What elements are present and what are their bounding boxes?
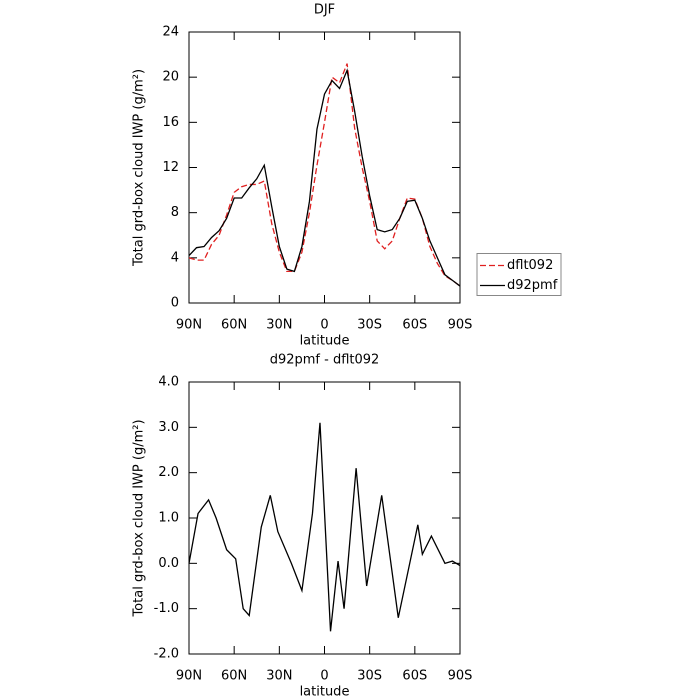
- chart-title: DJF: [314, 3, 335, 18]
- y-axis-label: Total grd-box cloud IWP (g/m²): [132, 419, 147, 617]
- x-tick-label: 60N: [221, 318, 247, 333]
- y-tick-label: 3.0: [158, 420, 179, 435]
- x-tick-label: 30S: [357, 669, 382, 684]
- y-tick-label: 4.0: [158, 375, 179, 390]
- y-tick-label: 16: [162, 115, 179, 130]
- x-tick-label: 60S: [402, 318, 427, 333]
- x-tick-label: 90S: [448, 669, 473, 684]
- x-axis-label: latitude: [300, 334, 350, 349]
- x-tick-label: 90S: [448, 318, 473, 333]
- y-tick-label: -2.0: [154, 647, 179, 662]
- y-axis-label: Total grd-box cloud IWP (g/m²): [132, 69, 147, 267]
- y-tick-label: 0.0: [158, 556, 179, 571]
- y-tick-label: 4: [171, 250, 179, 265]
- data-line: [188, 63, 461, 287]
- x-tick-label: 0: [320, 669, 328, 684]
- y-tick-label: 24: [162, 25, 179, 40]
- y-tick-label: 20: [162, 70, 179, 85]
- y-tick-label: 2.0: [158, 465, 179, 480]
- legend-box: [476, 253, 562, 296]
- legend-label: d92pmf: [507, 278, 558, 293]
- chart-title: d92pmf - dflt092: [270, 353, 380, 368]
- x-tick-label: 0: [320, 318, 328, 333]
- y-tick-label: -1.0: [154, 601, 179, 616]
- x-tick-label: 30S: [357, 318, 382, 333]
- x-tick-label: 90N: [176, 669, 202, 684]
- y-tick-label: 12: [162, 160, 179, 175]
- y-tick-label: 1.0: [158, 511, 179, 526]
- y-tick-label: 8: [171, 205, 179, 220]
- plot-frame: [188, 31, 461, 304]
- x-tick-label: 30N: [266, 669, 292, 684]
- data-line: [188, 68, 461, 287]
- y-tick-label: 0: [171, 296, 179, 311]
- x-tick-label: 60S: [402, 669, 427, 684]
- x-tick-label: 30N: [266, 318, 292, 333]
- x-tick-label: 90N: [176, 318, 202, 333]
- data-line: [188, 422, 461, 632]
- legend-label: dflt092: [507, 258, 553, 273]
- x-axis-label: latitude: [300, 685, 350, 700]
- x-tick-label: 60N: [221, 669, 247, 684]
